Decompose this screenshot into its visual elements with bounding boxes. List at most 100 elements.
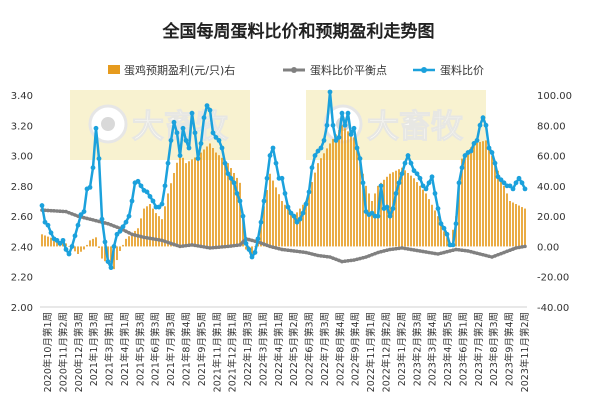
balance-point	[475, 251, 479, 256]
balance-point	[94, 218, 98, 223]
profit-bar	[437, 216, 439, 247]
x-tick-label: 2022年4月第1周	[273, 312, 285, 386]
balance-point	[505, 249, 509, 254]
profit-bar	[266, 190, 268, 247]
balance-point	[73, 213, 77, 217]
ratio-point	[189, 110, 195, 116]
profit-bar	[212, 148, 214, 247]
profit-bar	[308, 191, 310, 247]
ratio-point	[93, 125, 99, 131]
profit-bar	[134, 230, 136, 247]
ratio-point	[138, 183, 144, 189]
ratio-point	[492, 160, 498, 166]
legend-item: 蛋料比价	[413, 63, 484, 77]
ratio-point	[480, 115, 486, 121]
profit-bar	[407, 172, 409, 247]
profit-bar	[320, 158, 322, 247]
balance-point	[223, 244, 227, 249]
profit-bar	[272, 180, 274, 247]
balance-point	[193, 243, 197, 248]
ratio-point	[57, 241, 63, 246]
legend-marker	[421, 67, 427, 73]
profit-bar	[122, 244, 124, 247]
profit-bar	[254, 246, 256, 247]
balance-point	[496, 252, 500, 257]
profit-bar	[53, 238, 55, 247]
balance-point	[523, 244, 527, 249]
balance-point	[367, 254, 371, 258]
right-tick-label: 0.00	[537, 242, 559, 253]
balance-point	[322, 254, 326, 259]
ratio-point	[168, 138, 174, 143]
x-tick-label: 2023年7月第2周	[473, 312, 485, 386]
balance-point	[316, 253, 320, 258]
profit-bar	[50, 237, 52, 247]
x-tick-label: 2022年3月第1周	[257, 312, 269, 386]
balance-point	[169, 241, 173, 246]
balance-point	[508, 248, 512, 253]
ratio-point	[477, 122, 483, 128]
balance-point	[514, 246, 518, 250]
balance-point	[160, 238, 164, 243]
ratio-point	[378, 183, 384, 189]
left-tick-label: 2.00	[11, 303, 33, 314]
profit-bar	[161, 219, 163, 247]
ratio-point	[225, 171, 231, 177]
balance-point	[190, 243, 194, 247]
profit-bar	[260, 222, 262, 247]
balance-point	[499, 251, 503, 256]
balance-point	[520, 245, 524, 249]
ratio-point	[489, 150, 495, 155]
balance-point	[214, 245, 218, 250]
right-tick-label: -40.00	[537, 303, 569, 314]
balance-point	[487, 254, 491, 259]
balance-point	[262, 242, 266, 246]
ratio-point	[453, 221, 459, 227]
ratio-point	[243, 241, 249, 246]
profit-bar	[236, 177, 238, 247]
ratio-point	[177, 153, 183, 158]
x-tick-label: 2021年4月第1周	[119, 312, 131, 386]
profit-bar	[386, 176, 388, 247]
ratio-point	[285, 204, 291, 210]
ratio-point	[240, 213, 246, 219]
profit-bar	[173, 172, 175, 247]
ratio-point	[402, 160, 408, 166]
ratio-point	[345, 110, 351, 116]
balance-point	[340, 259, 344, 264]
x-tick-label: 2023年11月第2周	[519, 312, 531, 392]
balance-point	[46, 208, 50, 213]
profit-bar	[269, 173, 271, 247]
balance-point	[202, 245, 206, 249]
ratio-point	[432, 191, 438, 196]
ratio-point	[87, 184, 93, 190]
profit-bar	[383, 179, 385, 247]
ratio-point	[468, 148, 474, 154]
profit-bar	[281, 201, 283, 247]
balance-point	[247, 237, 251, 242]
balance-point	[178, 244, 182, 249]
profit-bar	[314, 172, 316, 247]
profit-bar	[509, 201, 511, 247]
profit-bar	[128, 236, 130, 247]
ratio-point	[396, 180, 402, 186]
balance-point	[355, 257, 359, 262]
balance-point	[196, 244, 200, 248]
balance-point	[376, 250, 380, 255]
profit-bar	[434, 210, 436, 247]
profit-bar	[443, 231, 445, 247]
profit-bar	[326, 148, 328, 247]
profit-bar	[473, 143, 475, 247]
ratio-point	[210, 130, 216, 136]
profit-bar	[284, 204, 286, 247]
profit-bar	[98, 246, 100, 248]
balance-point	[451, 248, 455, 253]
balance-point	[349, 258, 353, 263]
ratio-point	[390, 206, 396, 211]
profit-bar	[506, 193, 508, 247]
profit-bar	[419, 185, 421, 247]
balance-point	[130, 232, 134, 237]
balance-point	[415, 248, 419, 253]
ratio-point	[126, 213, 132, 219]
profit-bar	[353, 137, 355, 247]
